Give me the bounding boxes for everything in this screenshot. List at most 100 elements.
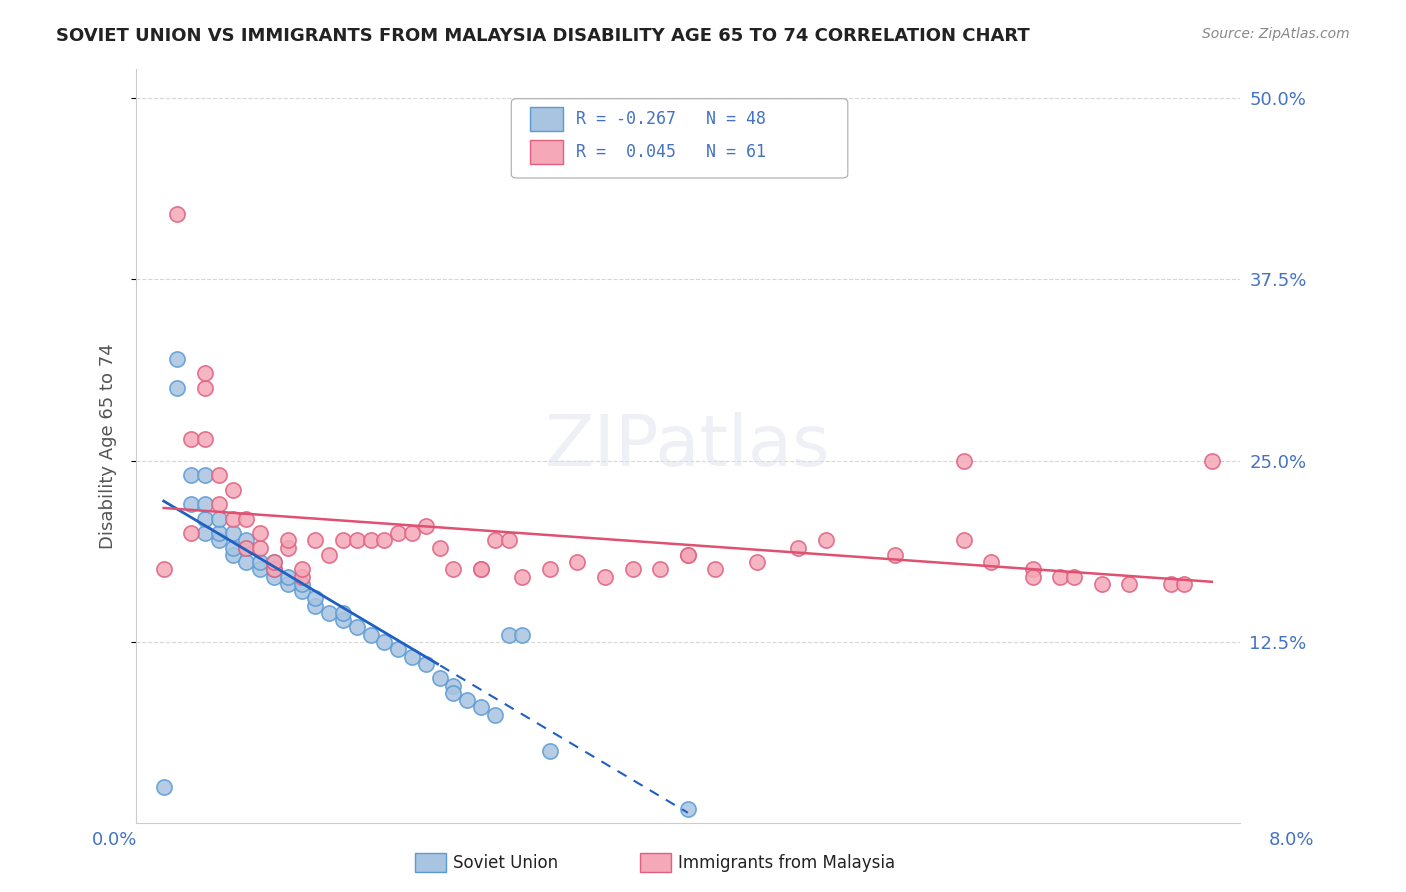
Point: [194, 367, 217, 381]
Point: [249, 526, 271, 541]
Point: [235, 511, 257, 525]
Text: Immigrants from Malaysia: Immigrants from Malaysia: [678, 854, 894, 871]
Point: [166, 381, 188, 395]
Point: [235, 555, 257, 569]
Point: [1063, 569, 1085, 583]
Text: ZIPatlas: ZIPatlas: [546, 411, 831, 481]
Point: [415, 519, 437, 533]
Point: [470, 562, 492, 576]
Point: [952, 533, 974, 548]
Point: [883, 548, 905, 562]
Point: [221, 526, 243, 541]
Point: [1173, 577, 1195, 591]
Point: [180, 432, 202, 446]
Text: 0.0%: 0.0%: [91, 831, 136, 849]
Point: [1091, 577, 1114, 591]
Point: [387, 526, 409, 541]
Point: [263, 555, 285, 569]
Text: Soviet Union: Soviet Union: [453, 854, 558, 871]
Point: [415, 657, 437, 671]
Point: [152, 562, 174, 576]
Point: [470, 562, 492, 576]
Point: [787, 541, 810, 555]
Point: [304, 591, 326, 606]
Point: [291, 577, 314, 591]
Point: [429, 541, 451, 555]
Point: [373, 635, 395, 649]
Point: [456, 693, 478, 707]
Point: [152, 780, 174, 794]
Point: [208, 468, 231, 483]
Point: [346, 620, 368, 634]
Point: [1118, 577, 1140, 591]
Point: [676, 548, 699, 562]
Point: [1201, 453, 1223, 467]
Point: [401, 649, 423, 664]
Text: SOVIET UNION VS IMMIGRANTS FROM MALAYSIA DISABILITY AGE 65 TO 74 CORRELATION CHA: SOVIET UNION VS IMMIGRANTS FROM MALAYSIA…: [56, 27, 1031, 45]
Point: [235, 541, 257, 555]
Point: [263, 555, 285, 569]
Point: [621, 562, 644, 576]
Point: [291, 584, 314, 599]
Point: [470, 700, 492, 714]
Point: [208, 533, 231, 548]
Point: [291, 562, 314, 576]
Point: [1021, 569, 1043, 583]
Point: [194, 432, 217, 446]
Point: [166, 207, 188, 221]
Text: R =  0.045   N = 61: R = 0.045 N = 61: [576, 144, 766, 161]
Point: [814, 533, 837, 548]
Point: [221, 548, 243, 562]
Point: [221, 541, 243, 555]
Point: [235, 533, 257, 548]
Point: [277, 569, 299, 583]
Point: [360, 533, 382, 548]
Point: [318, 606, 340, 620]
Point: [498, 628, 520, 642]
Point: [360, 628, 382, 642]
Point: [194, 381, 217, 395]
Point: [180, 468, 202, 483]
Point: [567, 555, 589, 569]
Text: 8.0%: 8.0%: [1270, 831, 1315, 849]
Point: [676, 548, 699, 562]
Point: [1160, 577, 1182, 591]
Point: [304, 599, 326, 613]
Text: R = -0.267   N = 48: R = -0.267 N = 48: [576, 110, 766, 128]
Y-axis label: Disability Age 65 to 74: Disability Age 65 to 74: [100, 343, 117, 549]
Point: [194, 497, 217, 511]
Point: [263, 562, 285, 576]
Point: [441, 562, 464, 576]
Point: [249, 541, 271, 555]
Point: [235, 541, 257, 555]
Text: Source: ZipAtlas.com: Source: ZipAtlas.com: [1202, 27, 1350, 41]
Point: [208, 511, 231, 525]
Point: [1049, 569, 1071, 583]
Point: [980, 555, 1002, 569]
Point: [277, 577, 299, 591]
Point: [593, 569, 616, 583]
Point: [373, 533, 395, 548]
Point: [538, 562, 561, 576]
Point: [387, 642, 409, 657]
Point: [745, 555, 768, 569]
Point: [952, 453, 974, 467]
Point: [510, 628, 533, 642]
Point: [332, 613, 354, 627]
Point: [510, 569, 533, 583]
Point: [194, 468, 217, 483]
Point: [498, 533, 520, 548]
Point: [180, 526, 202, 541]
Point: [194, 511, 217, 525]
Point: [304, 533, 326, 548]
Point: [221, 483, 243, 497]
Point: [249, 555, 271, 569]
FancyBboxPatch shape: [530, 107, 564, 131]
Point: [263, 569, 285, 583]
Point: [332, 533, 354, 548]
Point: [484, 533, 506, 548]
Point: [332, 606, 354, 620]
Point: [650, 562, 672, 576]
Point: [441, 686, 464, 700]
Point: [291, 569, 314, 583]
